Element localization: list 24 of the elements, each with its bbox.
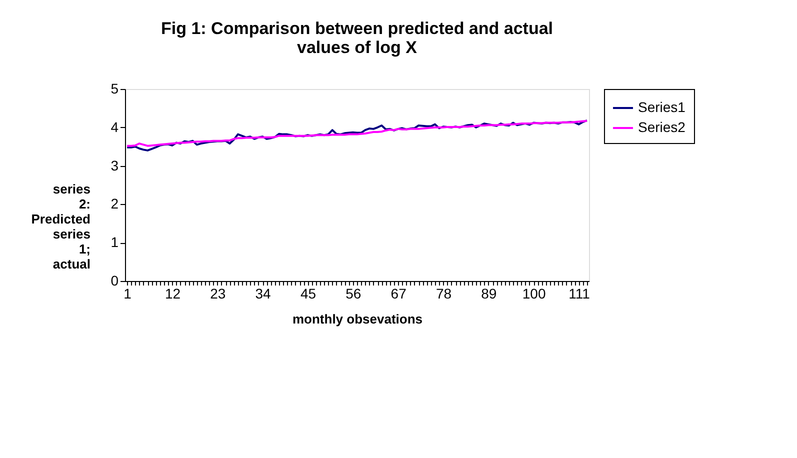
- x-axis-title: monthly obsevations: [292, 312, 423, 326]
- x-tick-label: 45: [300, 286, 316, 302]
- x-tick-label: 111: [568, 286, 590, 302]
- x-tick-label: 23: [210, 286, 226, 302]
- x-tick-label: 100: [522, 286, 546, 302]
- y-tick-label: 2: [110, 196, 119, 212]
- x-tick-label: 1: [124, 286, 132, 302]
- y-tick-label: 1: [110, 234, 119, 250]
- line-series: [126, 120, 588, 147]
- x-tick-label: 89: [481, 286, 497, 302]
- line-series: [126, 119, 588, 152]
- y-tick-label: 0: [110, 272, 119, 288]
- chart-title: Fig 1: Comparison between predicted and actual values of log X: [160, 19, 554, 57]
- x-tick-label: 12: [164, 286, 181, 302]
- legend-label: Series2: [638, 119, 686, 135]
- x-tick-label: 34: [255, 286, 272, 302]
- y-tick-label: 3: [110, 157, 119, 174]
- y-tick-label: 4: [110, 118, 119, 135]
- y-tick-label: 5: [110, 80, 119, 96]
- x-tick-label: 67: [390, 286, 407, 302]
- legend-label: Series1: [638, 99, 686, 115]
- x-tick-label: 56: [346, 286, 362, 302]
- y-axis-title: series 2: Predicted series 1; actual: [31, 182, 91, 272]
- x-tick-label: 78: [436, 286, 452, 302]
